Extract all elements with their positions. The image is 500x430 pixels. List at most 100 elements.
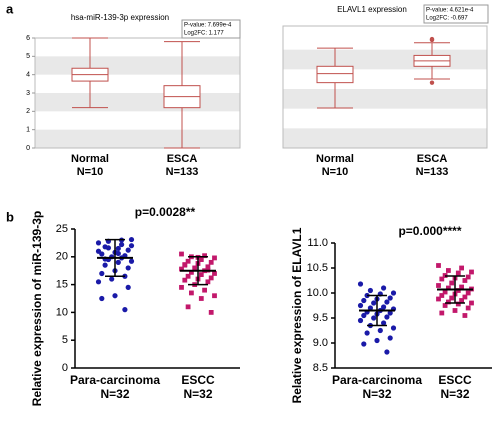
y-tick-label: 0: [62, 362, 68, 374]
x-tick-label: Para-carcinoma: [332, 373, 422, 387]
annotation: p=0.0028**: [135, 205, 196, 219]
dot: [459, 298, 464, 303]
dot: [212, 271, 217, 276]
dot: [381, 320, 387, 326]
dot: [122, 307, 128, 313]
dot: [128, 243, 135, 249]
n-label: N=32: [100, 387, 129, 401]
p-value: P-value: 4.621e-4: [426, 8, 474, 14]
dot: [446, 268, 451, 273]
dot: [95, 248, 102, 254]
y-tick-label: 9.0: [313, 337, 328, 349]
dot: [115, 259, 121, 265]
dot: [179, 284, 184, 290]
dot: [182, 277, 188, 283]
dot: [357, 317, 364, 324]
log2fc: Log2FC: 1.177: [184, 31, 224, 37]
dot: [125, 265, 131, 271]
dot: [449, 280, 455, 286]
dot: [198, 272, 204, 277]
dot: [364, 330, 370, 336]
dot: [185, 304, 191, 310]
dot: [381, 304, 387, 310]
dot: [179, 251, 184, 257]
dot: [357, 281, 364, 287]
dot: [115, 250, 121, 257]
y-tick-label: 10.0: [307, 287, 328, 299]
x-tick-label: Normal: [71, 153, 109, 165]
y-tick-label: 5: [62, 334, 68, 346]
y-tick-label: 11.0: [307, 237, 328, 249]
dot: [102, 262, 108, 268]
dot: [442, 289, 448, 295]
dot: [128, 236, 135, 243]
y-tick-label: 25: [56, 223, 68, 235]
chart-title: ELAVL1 expression: [337, 5, 407, 14]
y-tick-label: 5: [26, 53, 30, 60]
dot: [361, 312, 367, 319]
chart-title: hsa-miR-139-3p expression: [71, 13, 169, 22]
x-tick-label: ESCC: [438, 373, 472, 387]
n-label: N=133: [166, 166, 199, 178]
y-tick-label: 10.5: [307, 262, 328, 274]
dot: [436, 296, 441, 302]
dot: [462, 313, 468, 318]
dot: [185, 258, 191, 264]
outlier: [429, 80, 435, 85]
dot: [462, 278, 468, 283]
p-value: P-value: 7.699e-4: [184, 23, 232, 29]
dot: [115, 245, 121, 252]
band: [283, 49, 487, 70]
stats-box: [181, 19, 241, 39]
dot: [390, 290, 397, 296]
dot: [125, 284, 131, 290]
dot: [95, 240, 102, 246]
dot: [381, 285, 387, 291]
dot: [357, 302, 364, 309]
dot: [459, 265, 464, 271]
dot: [374, 337, 380, 344]
dot: [99, 295, 105, 302]
dot: [367, 305, 373, 311]
dot: [119, 241, 125, 248]
y-tick-label: 0: [26, 145, 30, 152]
dot: [387, 335, 393, 341]
dot: [202, 253, 207, 259]
x-tick-label: ESCA: [417, 153, 448, 165]
dot: [462, 294, 468, 300]
dot: [459, 284, 464, 290]
dot: [95, 279, 102, 285]
annotation: p=0.000****: [398, 224, 461, 238]
y-axis-label: Relative expression of ELAVL1: [290, 227, 304, 403]
dot: [208, 275, 214, 281]
dot: [439, 276, 445, 282]
dot: [205, 264, 211, 270]
dot: [105, 245, 111, 251]
dot: [361, 297, 367, 304]
dot: [125, 247, 131, 253]
dot: [465, 290, 471, 296]
y-tick-label: 20: [56, 251, 68, 263]
dot: [449, 295, 455, 301]
log2fc: Log2FC: -0.697: [426, 16, 468, 22]
y-axis-label: Relative expression of miR-139-3p: [30, 211, 44, 406]
dot: [439, 293, 445, 298]
x-tick-label: ESCA: [167, 153, 198, 165]
dot: [436, 283, 441, 288]
dot: [469, 269, 474, 275]
y-tick-label: 3: [26, 90, 30, 97]
dot: [384, 299, 390, 305]
dot: [371, 315, 377, 321]
dot: [202, 287, 207, 293]
dot: [387, 310, 393, 316]
x-tick-label: Normal: [316, 153, 354, 165]
dot: [436, 263, 441, 268]
band: [283, 89, 487, 109]
dot: [198, 296, 204, 301]
band: [35, 56, 240, 75]
x-tick-label: Para-carcinoma: [70, 373, 160, 387]
panel-label: b: [6, 209, 14, 224]
dot: [446, 299, 451, 305]
outlier: [429, 37, 435, 43]
